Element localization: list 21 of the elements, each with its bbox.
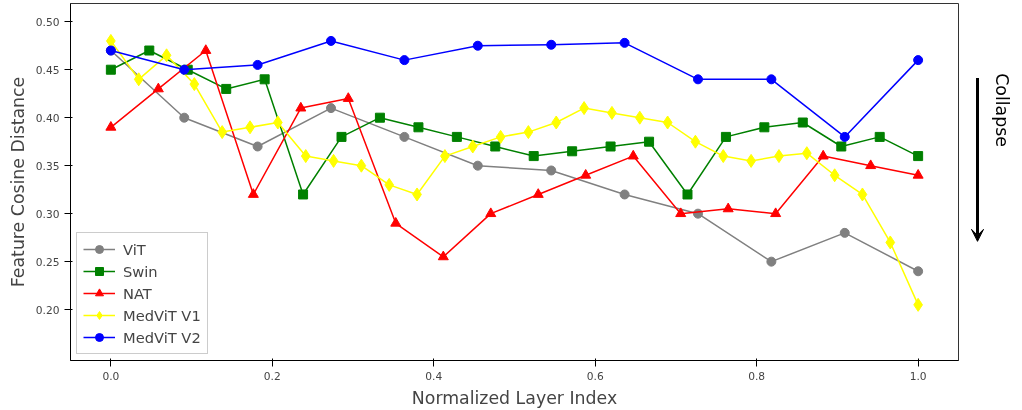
legend-label: Swin bbox=[123, 262, 158, 280]
y-tick-label: 0.50 bbox=[35, 15, 60, 29]
x-tick-label: 0.4 bbox=[425, 369, 443, 383]
x-tick-label: 0.8 bbox=[748, 369, 766, 383]
x-tick-label: 0.6 bbox=[586, 369, 604, 383]
y-tick-label: 0.35 bbox=[35, 159, 60, 173]
legend-label: MedViT V1 bbox=[123, 306, 201, 324]
y-axis-title: Feature Cosine Distance bbox=[7, 76, 28, 288]
x-axis-title: Normalized Layer Index bbox=[411, 387, 618, 408]
y-tick-label: 0.20 bbox=[35, 303, 60, 317]
legend-label: MedViT V2 bbox=[123, 328, 201, 346]
text: Collapse bbox=[991, 73, 1012, 147]
y-tick-label: 0.40 bbox=[35, 111, 60, 125]
legend-label: ViT bbox=[123, 240, 146, 258]
y-tick-label: 0.45 bbox=[35, 63, 60, 77]
y-tick-label: 0.30 bbox=[35, 207, 60, 221]
x-tick-label: 0.0 bbox=[102, 369, 120, 383]
y-tick-label: 0.25 bbox=[35, 255, 60, 269]
legend-label: NAT bbox=[123, 284, 152, 302]
x-tick-label: 0.2 bbox=[263, 369, 281, 383]
x-tick-label: 1.0 bbox=[909, 369, 927, 383]
